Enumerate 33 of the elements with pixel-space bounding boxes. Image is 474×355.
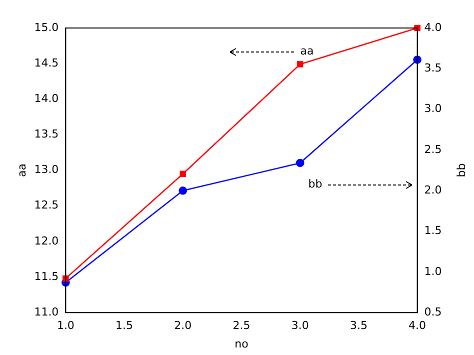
y-tick-label: 12.5 bbox=[34, 198, 59, 212]
y2-tick-label: 1.0 bbox=[424, 264, 442, 278]
y2-tick-label: 2.5 bbox=[424, 142, 442, 156]
y2-tick-label: 1.5 bbox=[424, 224, 442, 238]
y-tick-label: 13.5 bbox=[34, 128, 59, 141]
x-tick-label: 2.0 bbox=[174, 319, 192, 332]
y-tick-label: 12.0 bbox=[34, 234, 59, 248]
y-axis-title: aa bbox=[15, 164, 28, 178]
x-tick-label: 3.5 bbox=[350, 319, 368, 332]
y-tick-label: 11.5 bbox=[34, 270, 59, 283]
y-tick-label: 14.5 bbox=[34, 56, 59, 70]
y-tick-label: 14.0 bbox=[34, 92, 59, 106]
point bbox=[296, 61, 304, 68]
point bbox=[178, 186, 188, 195]
x-tick-label: 1.5 bbox=[116, 319, 134, 332]
y-tick-label: 13.0 bbox=[34, 163, 59, 176]
x-tick-label: 1.0 bbox=[56, 319, 74, 332]
y2-tick-label: 3.0 bbox=[424, 102, 442, 116]
x-tick-label: 4.0 bbox=[408, 319, 426, 332]
y2-tick-label: 2.0 bbox=[424, 183, 442, 196]
x-axis-title: no bbox=[234, 337, 249, 350]
y2-tick-label: 4.0 bbox=[424, 20, 442, 34]
y2-tick-label: 0.5 bbox=[424, 305, 442, 318]
annotation: aa bbox=[300, 44, 314, 58]
point bbox=[296, 158, 304, 168]
y-tick-label: 11.0 bbox=[34, 305, 59, 318]
y2-tick-label: 3.5 bbox=[424, 62, 442, 75]
y2-axis-title: bb bbox=[454, 163, 468, 178]
x-tick-label: 3.0 bbox=[291, 319, 309, 332]
x-tick-label: 2.5 bbox=[232, 319, 250, 332]
y-tick-label: 15.0 bbox=[34, 20, 59, 34]
point bbox=[180, 170, 186, 177]
annotation: bb bbox=[308, 177, 322, 190]
